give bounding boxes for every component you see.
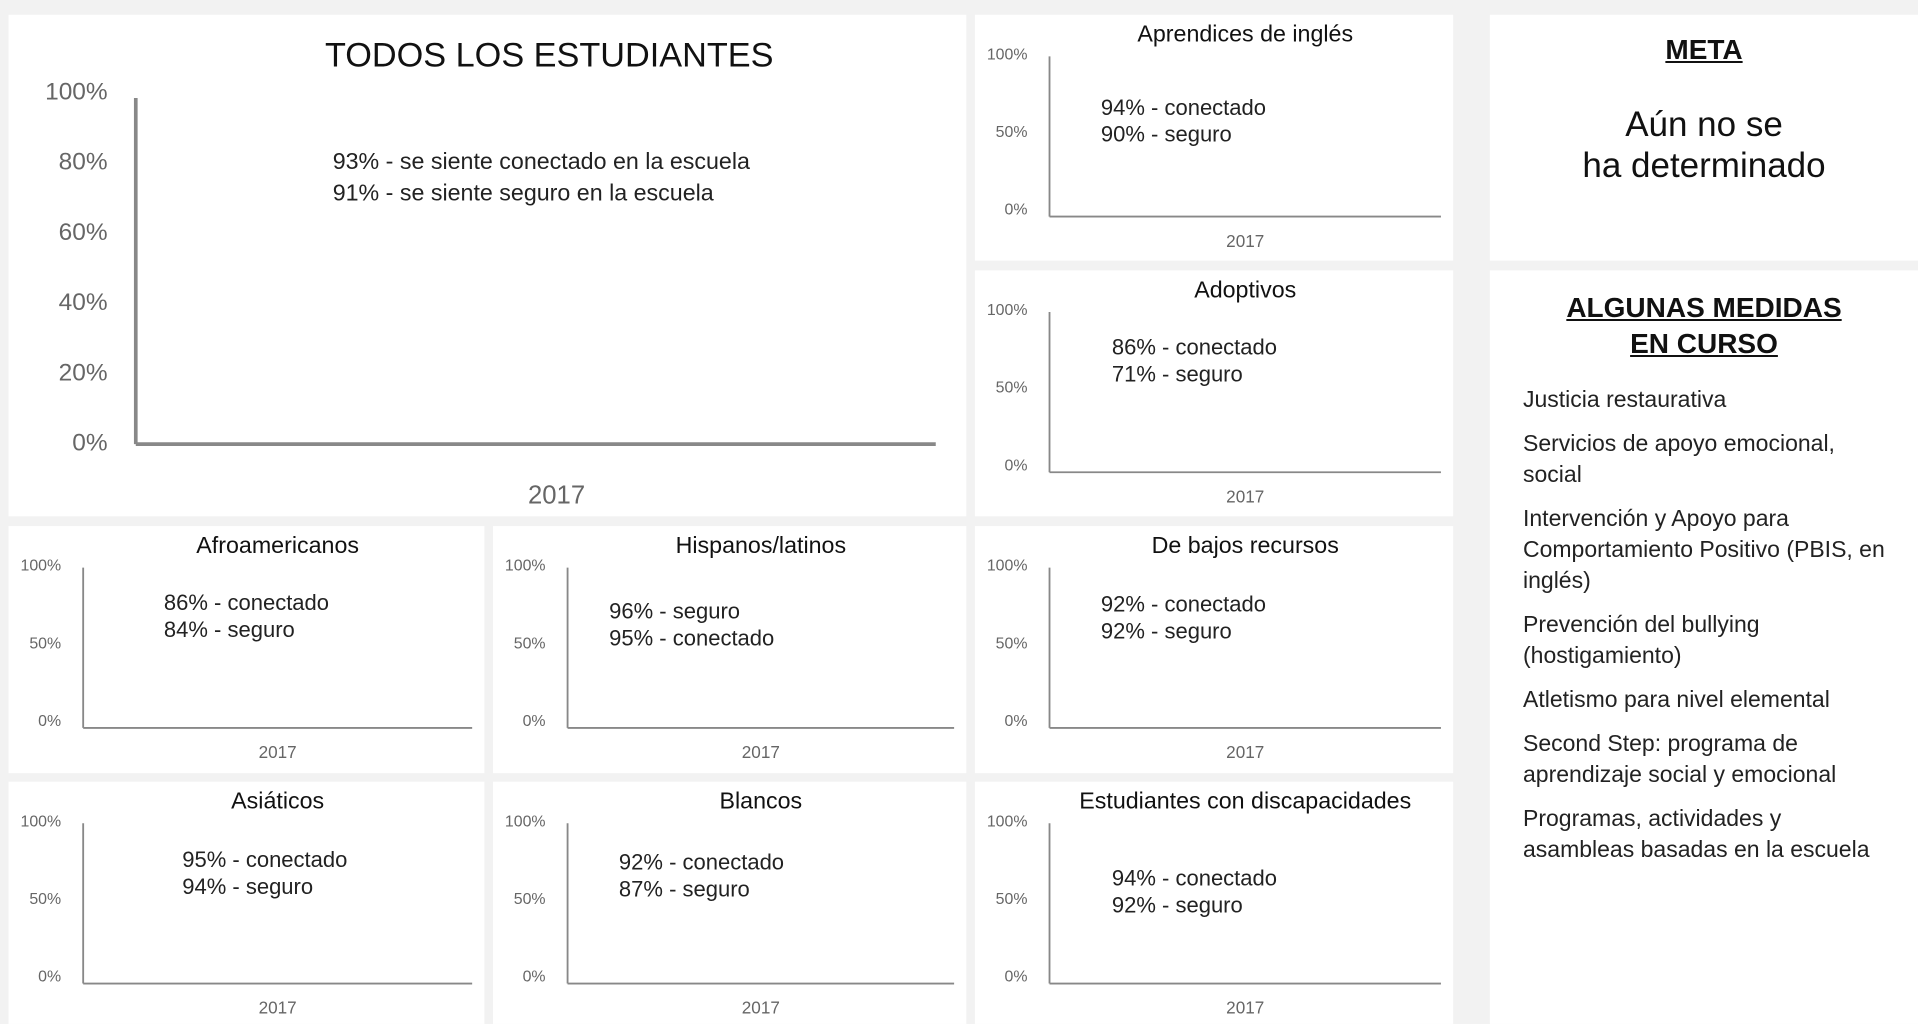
x-tick-label: 2017 — [528, 481, 585, 509]
annotation: 94% - conectado — [1101, 95, 1266, 120]
y-tick-label: 100% — [505, 558, 546, 575]
chart-panel — [8, 781, 485, 1024]
annotation: 92% - conectado — [1101, 591, 1266, 616]
measure-item: Programas, actividades y asambleas basad… — [1523, 805, 1870, 862]
measure-item: Intervención y Apoyo para Comportamiento… — [1523, 505, 1885, 593]
y-tick-label: 100% — [987, 558, 1028, 575]
annotation: 93% - se siente conectado en la escuela — [333, 148, 750, 174]
annotation: 92% - seguro — [1101, 618, 1232, 643]
chart-title: Asiáticos — [231, 788, 324, 814]
chart-title: Afroamericanos — [196, 532, 359, 558]
measure-item: Atletismo para nivel elemental — [1523, 686, 1830, 712]
y-tick-label: 50% — [996, 635, 1028, 652]
measures-heading-line: ALGUNAS MEDIDAS — [1566, 292, 1842, 323]
goal-line: ha determinado — [1582, 146, 1826, 185]
annotation: 94% - seguro — [182, 874, 313, 899]
y-tick-label: 100% — [987, 46, 1028, 63]
goal-heading: META — [1665, 34, 1743, 65]
annotation: 92% - conectado — [619, 849, 784, 874]
goal-panel — [1489, 14, 1918, 261]
annotation: 86% - conectado — [1112, 335, 1277, 360]
chart-title: TODOS LOS ESTUDIANTES — [325, 37, 774, 75]
x-tick-label: 2017 — [742, 999, 780, 1018]
y-tick-label: 0% — [38, 713, 61, 730]
measures-heading: ALGUNAS MEDIDAS EN CURSO — [1490, 290, 1918, 362]
y-tick-label: 50% — [996, 891, 1028, 908]
annotation: 71% - seguro — [1112, 361, 1243, 386]
y-tick-label: 0% — [1005, 969, 1028, 986]
chart-title: Blancos — [720, 788, 803, 814]
y-tick-label: 100% — [987, 813, 1028, 830]
measures-panel — [1489, 270, 1918, 1024]
annotation: 95% - conectado — [182, 847, 347, 872]
x-tick-label: 2017 — [1226, 999, 1264, 1018]
goal: META Aún no se ha determinado — [1490, 32, 1918, 186]
annotation: 94% - conectado — [1112, 865, 1277, 890]
y-tick-label: 0% — [38, 969, 61, 986]
annotation: 86% - conectado — [164, 590, 329, 615]
chart-title: Adoptivos — [1194, 276, 1296, 302]
y-tick-label: 50% — [514, 635, 546, 652]
y-tick-label: 100% — [21, 558, 62, 575]
chart-panel — [974, 14, 1454, 261]
chart-panel — [492, 781, 967, 1024]
annotation: 84% - seguro — [164, 617, 295, 642]
chart-panel — [974, 270, 1454, 517]
x-tick-label: 2017 — [259, 999, 297, 1018]
y-tick-label: 50% — [29, 635, 61, 652]
y-tick-label: 20% — [59, 359, 108, 386]
y-tick-label: 80% — [59, 149, 108, 176]
y-tick-label: 0% — [523, 969, 546, 986]
x-tick-label: 2017 — [1226, 487, 1264, 506]
y-tick-label: 0% — [1005, 202, 1028, 219]
y-tick-label: 40% — [59, 289, 108, 316]
measures-list: Justicia restaurativa Servicios de apoyo … — [1523, 384, 1893, 878]
chart-panel — [8, 14, 967, 517]
y-tick-label: 50% — [996, 124, 1028, 141]
annotation: 87% - seguro — [619, 876, 750, 901]
annotation: 96% - seguro — [609, 599, 740, 624]
x-tick-label: 2017 — [742, 743, 780, 762]
measure-item: Prevención del bullying (hostigamiento) — [1523, 611, 1760, 668]
goal-line: Aún no se — [1625, 105, 1783, 144]
y-tick-label: 100% — [987, 302, 1028, 319]
y-tick-label: 0% — [1005, 457, 1028, 474]
annotation: 90% - seguro — [1101, 122, 1232, 147]
y-tick-label: 50% — [996, 380, 1028, 397]
measures-heading-line: EN CURSO — [1630, 328, 1778, 359]
y-tick-label: 0% — [72, 430, 107, 457]
x-tick-label: 2017 — [259, 743, 297, 762]
measure-item: Second Step: programa de aprendizaje soc… — [1523, 730, 1837, 787]
x-tick-label: 2017 — [1226, 232, 1264, 251]
chart-title: Aprendices de inglés — [1137, 21, 1353, 47]
annotation: 95% - conectado — [609, 626, 774, 651]
annotation: 92% - seguro — [1112, 892, 1243, 917]
chart-panel — [492, 526, 967, 774]
y-tick-label: 50% — [514, 891, 546, 908]
chart-title: De bajos recursos — [1152, 532, 1339, 558]
y-tick-label: 100% — [21, 813, 62, 830]
y-tick-label: 0% — [523, 713, 546, 730]
y-tick-label: 100% — [45, 79, 108, 106]
y-tick-label: 60% — [59, 219, 108, 246]
y-tick-label: 100% — [505, 813, 546, 830]
x-tick-label: 2017 — [1226, 743, 1264, 762]
measure-item: Servicios de apoyo emocional, social — [1523, 430, 1835, 487]
chart-title: Estudiantes con discapacidades — [1079, 788, 1411, 814]
chart-panel — [8, 526, 485, 774]
annotation: 91% - se siente seguro en la escuela — [333, 180, 714, 206]
chart-panel — [974, 526, 1454, 774]
chart-title: Hispanos/latinos — [676, 532, 846, 558]
measure-item: Justicia restaurativa — [1523, 386, 1727, 412]
y-tick-label: 0% — [1005, 713, 1028, 730]
y-tick-label: 50% — [29, 891, 61, 908]
